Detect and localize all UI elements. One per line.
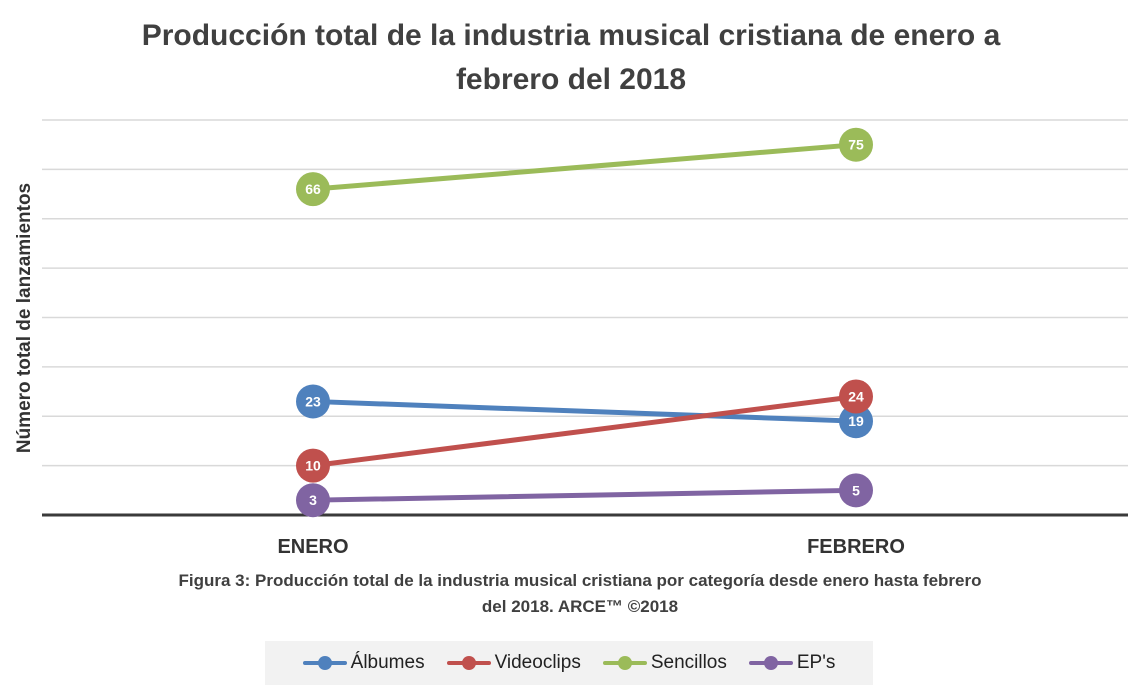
chart-title-line-2: febrero del 2018 <box>455 63 687 96</box>
x-tick-label: FEBRERO <box>807 536 905 558</box>
figure-caption-line-2: del 2018. ARCE™ ©2018 <box>481 597 679 616</box>
y-axis-label: Número total de lanzamientos <box>14 183 35 453</box>
data-label: 75 <box>848 137 864 153</box>
legend-label: Sencillos <box>650 652 727 673</box>
data-label: 66 <box>305 181 321 197</box>
data-label: 23 <box>305 393 321 409</box>
data-point <box>839 404 873 439</box>
legend-swatch <box>446 653 491 673</box>
legend-label: Videoclips <box>494 652 581 673</box>
series-line <box>310 487 859 503</box>
series-line <box>310 398 859 424</box>
data-point <box>296 384 330 419</box>
series-line <box>310 394 859 469</box>
figure-caption: Figura 3: Producción total de la industr… <box>100 568 1060 620</box>
legend-label: Álbumes <box>350 652 425 673</box>
legend-swatch <box>748 653 793 673</box>
data-label: 5 <box>852 482 860 498</box>
data-label: 19 <box>848 413 864 429</box>
legend-swatch <box>302 653 347 673</box>
series-line <box>310 142 859 192</box>
legend-item: EP's <box>748 652 836 674</box>
data-point <box>296 483 330 518</box>
data-point <box>296 172 330 207</box>
data-point <box>839 473 873 508</box>
data-point <box>296 448 330 483</box>
data-point <box>839 127 873 162</box>
legend-item: Álbumes <box>302 652 425 674</box>
legend-item: Sencillos <box>602 652 727 674</box>
figure-caption-line-1: Figura 3: Producción total de la industr… <box>178 571 982 590</box>
legend-label: EP's <box>796 652 836 673</box>
data-label: 24 <box>848 389 864 405</box>
legend-item: Videoclips <box>446 652 581 674</box>
x-tick-label: ENERO <box>277 536 348 558</box>
data-label: 10 <box>305 458 321 474</box>
data-point <box>839 379 873 414</box>
legend-swatch <box>602 653 647 673</box>
chart-title-line-1: Producción total de la industria musical… <box>141 19 1001 52</box>
data-label: 3 <box>309 492 317 508</box>
chart-title: Producción total de la industria musical… <box>0 14 1142 102</box>
chart-legend: Álbumes Videoclips Sencillos EP's <box>265 641 873 685</box>
